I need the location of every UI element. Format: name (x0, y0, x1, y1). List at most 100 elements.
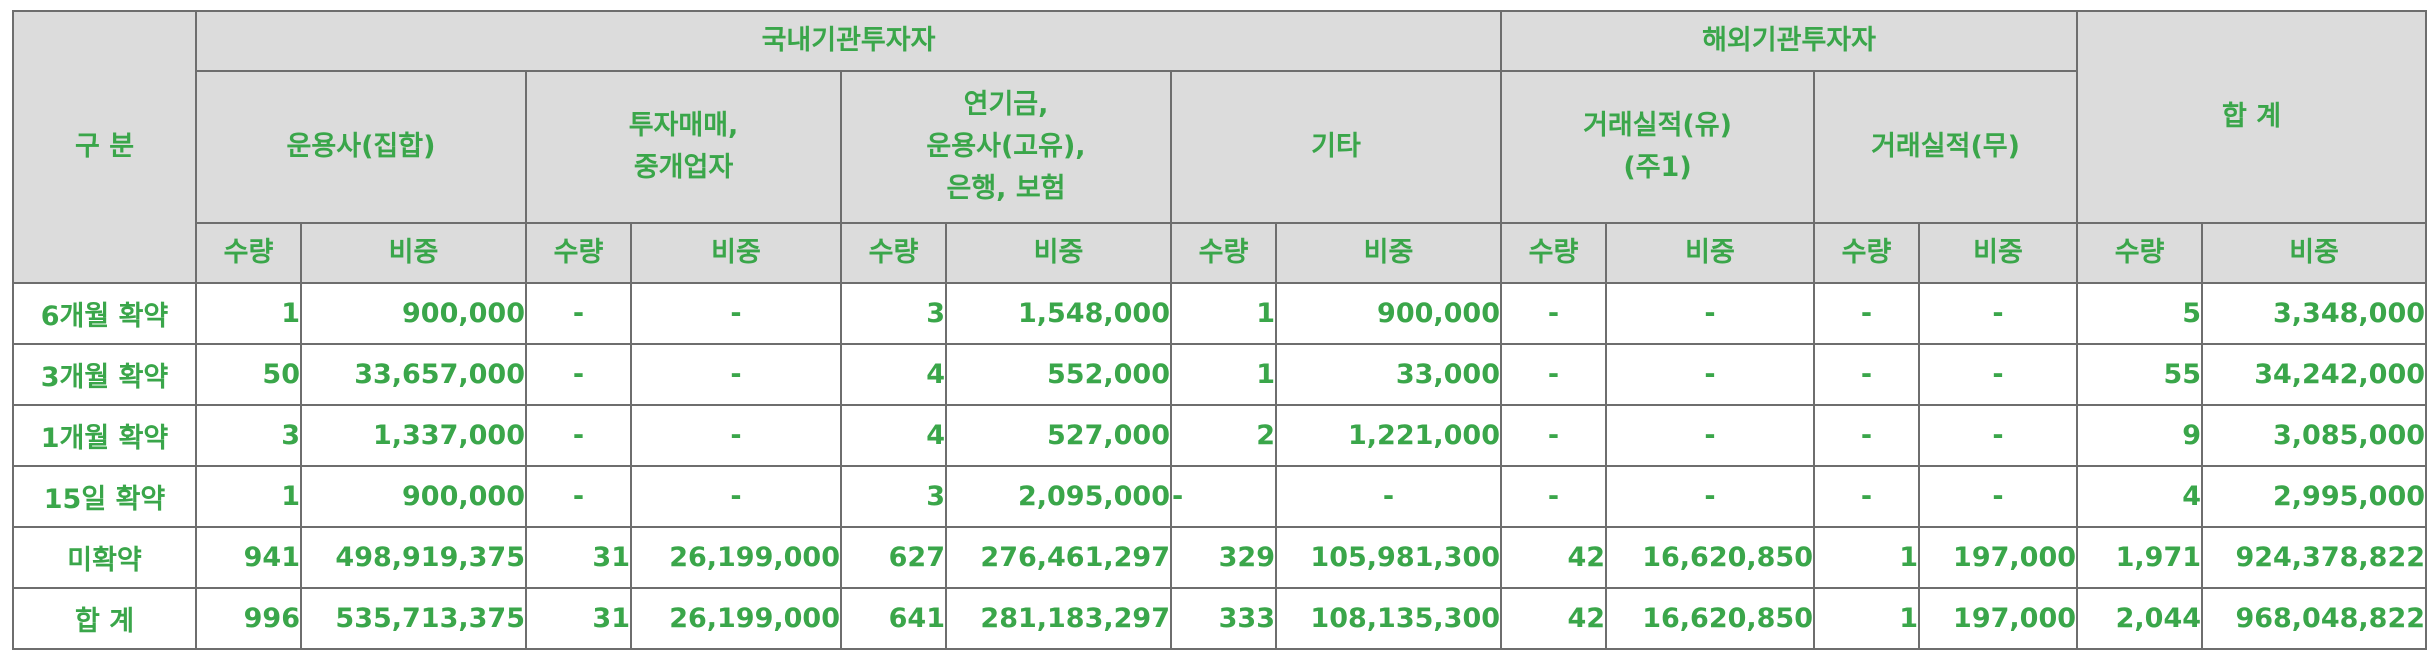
qty-cell: 329 (1170, 526, 1277, 589)
ratio-cell: 33,000 (1274, 343, 1503, 406)
qty-cell: 50 (195, 343, 302, 406)
ratio-cell: 16,620,850 (1605, 587, 1816, 650)
header-division: 구 분 (12, 10, 197, 284)
header-pension-line1: 연기금, (963, 89, 1049, 120)
ratio-cell: 276,461,297 (945, 526, 1172, 589)
qty-cell: 1 (195, 465, 302, 528)
qty-cell: - (525, 404, 632, 467)
table-row: 미확약 941 498,919,375 31 26,199,000 627 276,461,… (12, 526, 2428, 589)
header-qty: 수량 (525, 222, 632, 284)
header-qty: 수량 (1500, 222, 1608, 284)
ratio-cell: - (1605, 282, 1816, 345)
qty-cell: 941 (195, 526, 302, 589)
ratio-cell: 281,183,297 (945, 587, 1172, 650)
qty-cell: 1,971 (2076, 526, 2204, 589)
allocation-table: 구 분 국내기관투자자 해외기관투자자 합 계 운용사(집합) 투자매매, 중개… (12, 10, 2428, 650)
qty-cell: - (525, 465, 632, 528)
qty-cell: 996 (195, 587, 302, 650)
header-dealers: 투자매매, 중개업자 (525, 70, 842, 224)
header-pension-line3: 은행, 보험 (946, 173, 1066, 204)
header-dealers-line2: 중개업자 (633, 152, 734, 183)
header-no-record: 거래실적(무) (1813, 70, 2079, 224)
header-total: 합 계 (2076, 10, 2428, 224)
table-row: 15일 확약 1 900,000- -3 2,095,000- - - - - -4 2,995,0… (12, 465, 2428, 528)
qty-cell: 55 (2076, 343, 2204, 406)
qty-cell: - (1170, 465, 1277, 528)
row-label: 미확약 (12, 526, 197, 589)
qty-cell: 5 (2076, 282, 2204, 345)
qty-cell: 641 (840, 587, 947, 650)
header-ratio: 비중 (630, 222, 842, 284)
qty-cell: - (1500, 343, 1608, 406)
qty-cell: 42 (1500, 587, 1608, 650)
qty-cell: - (525, 282, 632, 345)
ratio-cell: 3,348,000 (2201, 282, 2428, 345)
ratio-cell: 1,548,000 (945, 282, 1172, 345)
header-with-record-line1: 거래실적(유) (1583, 110, 1732, 141)
ratio-cell: 552,000 (945, 343, 1172, 406)
qty-cell: - (525, 343, 632, 406)
qty-cell: 1 (1813, 526, 1921, 589)
header-foreign: 해외기관투자자 (1500, 10, 2079, 72)
ratio-cell: - (1274, 465, 1503, 528)
ratio-cell: 197,000 (1918, 526, 2079, 589)
qty-cell: 31 (525, 526, 632, 589)
ratio-cell: 2,995,000 (2201, 465, 2428, 528)
header-qty: 수량 (1813, 222, 1921, 284)
ratio-cell: - (1605, 343, 1816, 406)
header-dealers-line1: 투자매매, (628, 110, 739, 141)
row-label: 1개월 확약 (12, 404, 197, 467)
header-pension-line2: 운용사(고유), (926, 131, 1086, 162)
ratio-cell: - (630, 282, 842, 345)
qty-cell: 2 (1170, 404, 1277, 467)
table-row: 6개월 확약 1 900,000- -3 1,548,000 1 900,000- - - -5 3… (12, 282, 2428, 345)
header-asset-mgmt: 운용사(집합) (195, 70, 527, 224)
ratio-cell: 33,657,000 (300, 343, 527, 406)
ratio-cell: - (1605, 465, 1816, 528)
qty-cell: 4 (840, 404, 947, 467)
qty-cell: 9 (2076, 404, 2204, 467)
table-row: 3개월 확약 50 33,657,000- -4 552,000 1 33,000- - - -5… (12, 343, 2428, 406)
qty-cell: 2,044 (2076, 587, 2204, 650)
qty-cell: - (1813, 343, 1921, 406)
qty-cell: 627 (840, 526, 947, 589)
table-row: 1개월 확약 3 1,337,000- -4 527,000 2 1,221,000- - - -… (12, 404, 2428, 467)
ratio-cell: 105,981,300 (1274, 526, 1503, 589)
qty-cell: 3 (840, 465, 947, 528)
ratio-cell: - (1918, 343, 2079, 406)
ratio-cell: 16,620,850 (1605, 526, 1816, 589)
ratio-cell: 498,919,375 (300, 526, 527, 589)
qty-cell: - (1500, 404, 1608, 467)
ratio-cell: 900,000 (1274, 282, 1503, 345)
header-qty: 수량 (840, 222, 947, 284)
qty-cell: 42 (1500, 526, 1608, 589)
ratio-cell: - (630, 465, 842, 528)
qty-cell: 4 (840, 343, 947, 406)
ratio-cell: - (630, 404, 842, 467)
qty-cell: 1 (195, 282, 302, 345)
qty-cell: - (1813, 404, 1921, 467)
ratio-cell: 924,378,822 (2201, 526, 2428, 589)
header-ratio: 비중 (300, 222, 527, 284)
header-qty: 수량 (1170, 222, 1277, 284)
ratio-cell: 26,199,000 (630, 587, 842, 650)
qty-cell: - (1813, 465, 1921, 528)
row-label: 3개월 확약 (12, 343, 197, 406)
ratio-cell: 2,095,000 (945, 465, 1172, 528)
qty-cell: - (1500, 282, 1608, 345)
table-body: 6개월 확약 1 900,000- -3 1,548,000 1 900,000- - - -5 3… (12, 282, 2428, 650)
ratio-cell: 26,199,000 (630, 526, 842, 589)
qty-cell: 31 (525, 587, 632, 650)
qty-cell: - (1813, 282, 1921, 345)
header-with-record: 거래실적(유) (주1) (1500, 70, 1816, 224)
ratio-cell: - (1605, 404, 1816, 467)
header-ratio: 비중 (2201, 222, 2428, 284)
qty-cell: 1 (1170, 343, 1277, 406)
header-ratio: 비중 (1605, 222, 1816, 284)
header-with-record-line2: (주1) (1623, 152, 1692, 183)
table-row: 합 계 996 535,713,375 31 26,199,000 641 281,183,… (12, 587, 2428, 650)
ratio-cell: 1,221,000 (1274, 404, 1503, 467)
ratio-cell: 108,135,300 (1274, 587, 1503, 650)
ratio-cell: 527,000 (945, 404, 1172, 467)
qty-cell: 333 (1170, 587, 1277, 650)
